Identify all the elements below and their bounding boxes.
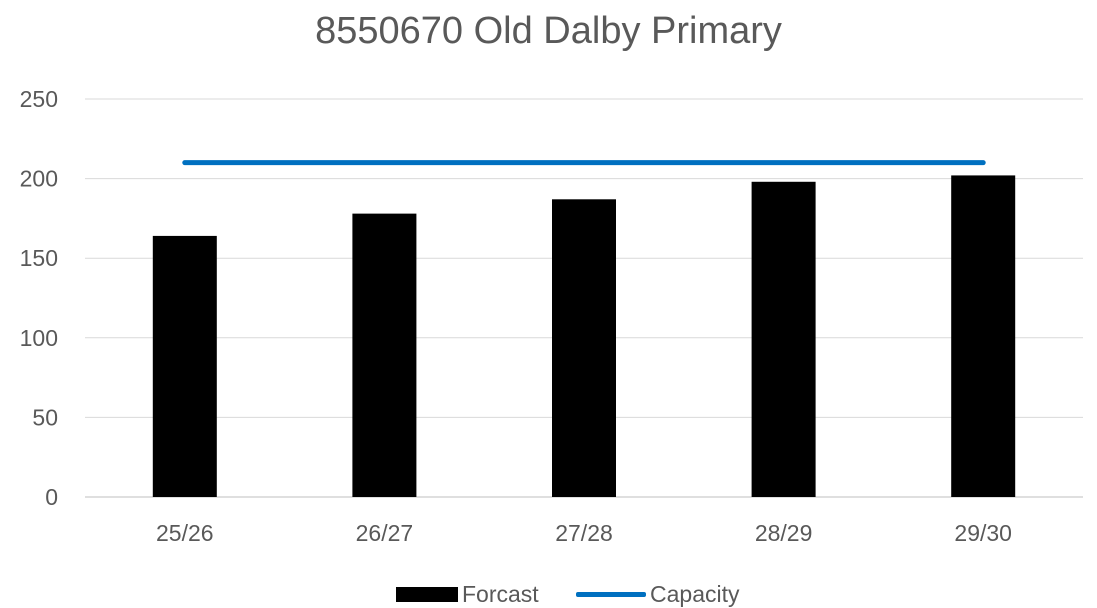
x-tick-label: 27/28 [555,520,613,546]
y-tick-label: 250 [20,86,58,112]
legend-label-forcast: Forcast [462,580,539,607]
y-tick-label: 100 [20,325,58,351]
forcast-bars [152,175,1016,498]
bar-forcast [751,181,816,497]
y-axis-ticks: 0 50 100 150 200 250 [20,86,58,510]
x-tick-label: 29/30 [954,520,1012,546]
y-tick-label: 200 [20,166,58,192]
chart-title: 8550670 Old Dalby Primary [315,10,782,52]
bar-forcast [552,199,616,497]
legend-bar-swatch [396,586,458,602]
x-tick-label: 25/26 [156,520,214,546]
y-tick-label: 150 [20,245,58,271]
legend-item-capacity: Capacity [576,580,739,608]
legend-label-capacity: Capacity [650,580,740,607]
x-axis-ticks: 25/26 26/27 27/28 28/29 29/30 [156,520,1012,546]
y-tick-label: 50 [32,404,58,430]
legend-line-swatch [576,591,646,597]
x-tick-label: 28/29 [755,520,813,546]
legend: Forcast Capacity [0,580,1097,608]
y-tick-label: 0 [45,484,58,510]
x-tick-label: 26/27 [356,520,414,546]
legend-item-forcast: Forcast [396,580,539,608]
bar-forcast [352,213,417,497]
bar-forcast [951,175,1016,497]
bar-forcast [152,235,217,498]
